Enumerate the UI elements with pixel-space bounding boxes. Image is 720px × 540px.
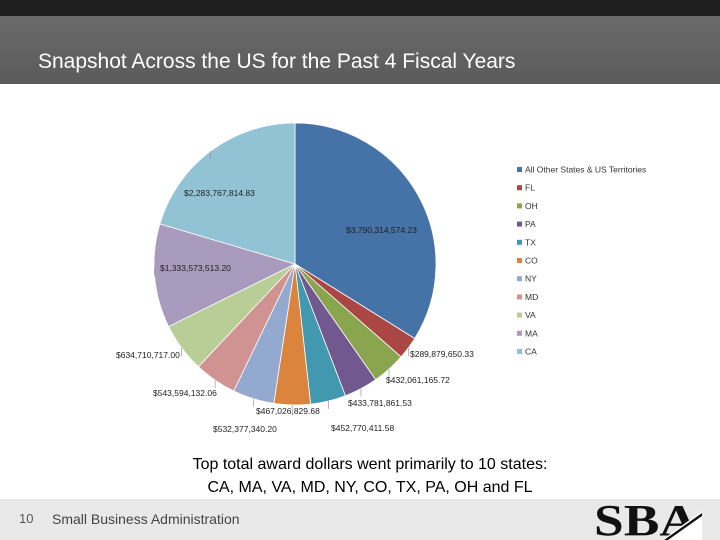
legend-swatch (517, 276, 522, 282)
legend-label: NY (525, 274, 537, 284)
legend-swatch (517, 294, 522, 300)
legend-swatch (517, 330, 522, 336)
legend-label: MD (525, 292, 538, 302)
top-strip (0, 0, 720, 16)
sba-logo: SBA (594, 497, 702, 540)
pie-slice (153, 223, 297, 328)
legend-swatch (517, 185, 522, 191)
data-label: $634,710,717.00 (116, 350, 180, 360)
data-label: $433,781,861.53 (348, 398, 412, 408)
data-label: $2,283,767,814.83 (184, 188, 255, 198)
data-label: $543,594,132.06 (153, 388, 217, 398)
data-label: $1,333,573,513.20 (160, 263, 231, 273)
footer-text: Small Business Administration (52, 511, 240, 527)
legend-label: VA (525, 310, 536, 320)
legend-label: CA (525, 347, 537, 357)
data-label: $3,790,314,574.23 (346, 225, 417, 235)
title-bar (0, 16, 720, 84)
legend-label: PA (525, 219, 536, 229)
legend-swatch (517, 258, 522, 263)
legend-swatch (517, 349, 522, 354)
legend-swatch (517, 239, 522, 245)
legend-label: CO (525, 256, 538, 266)
legend-label: All Other States & US Territories (525, 165, 646, 175)
data-label: $289,879,650.33 (410, 349, 474, 359)
slide-number: 10 (19, 511, 34, 526)
slide-title: Snapshot Across the US for the Past 4 Fi… (38, 50, 516, 73)
pie-chart: $3,790,314,574.23 $289,879,650.33 $432,061… (116, 122, 646, 434)
legend-label: OH (525, 201, 538, 211)
legend-swatch (517, 203, 522, 209)
legend-label: TX (525, 237, 536, 247)
data-label: $452,770,411.58 (331, 423, 394, 433)
caption-line-2: CA, MA, VA, MD, NY, CO, TX, PA, OH and F… (207, 479, 533, 496)
legend-label: FL (525, 183, 535, 193)
data-label: $532,377,340.20 (213, 424, 277, 434)
legend-swatch (517, 221, 522, 227)
footer-bar (0, 499, 720, 540)
data-label: $467,026,829.68 (256, 406, 320, 416)
legend-swatch (517, 167, 522, 172)
pie-slice (294, 122, 437, 340)
legend-label: MA (525, 328, 538, 338)
caption-line-1: Top total award dollars went primarily t… (192, 456, 548, 473)
data-label: $432,061,165.72 (386, 375, 450, 385)
legend-swatch (517, 312, 522, 318)
